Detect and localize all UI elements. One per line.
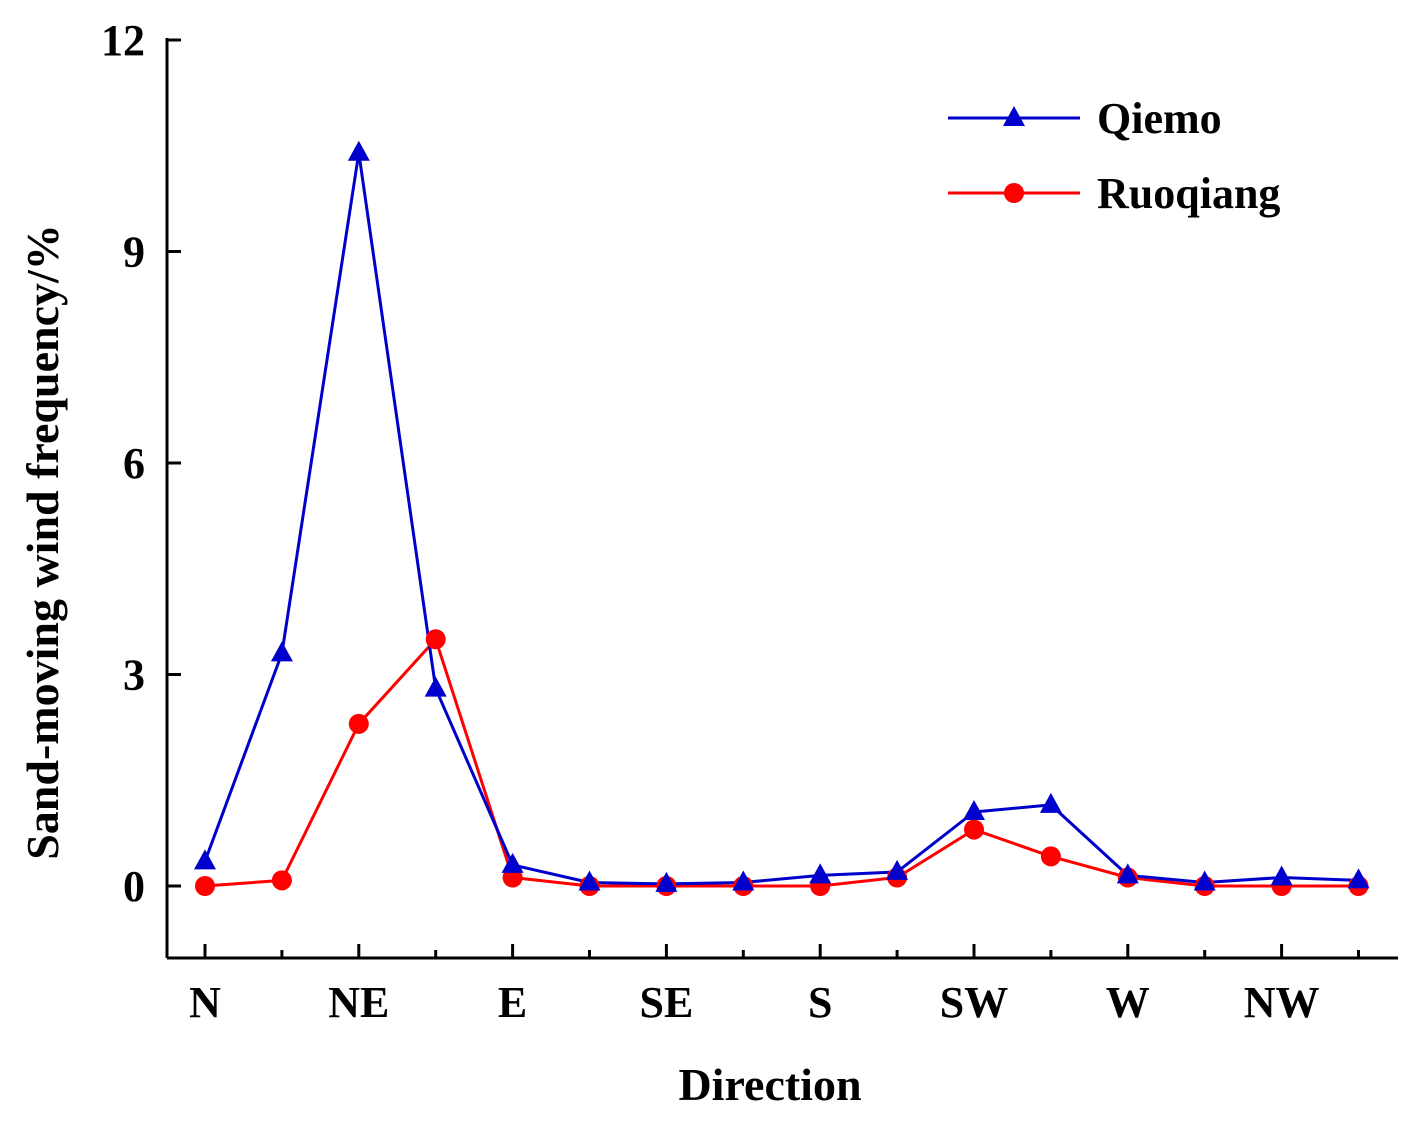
series-line-ruoqiang: [204, 637, 1359, 888]
legend-marker-qiemo: [1003, 106, 1025, 126]
x-tick-label: SE: [639, 978, 693, 1027]
series-line-qiemo: [203, 151, 1359, 886]
data-point-qiemo: [1270, 865, 1293, 886]
x-tick-label: SW: [940, 978, 1008, 1027]
y-tick-label: 0: [123, 862, 145, 911]
axis-ticks: 0 3 6 9 12 N NE E SE S SW W NW: [101, 16, 1360, 1027]
data-point-qiemo: [1039, 792, 1062, 813]
data-point-qiemo: [963, 799, 985, 820]
chart-axes: [165, 38, 1398, 960]
legend-label-qiemo: Qiemo: [1097, 94, 1222, 143]
data-point-ruoqiang: [348, 713, 369, 734]
y-tick-label: 3: [123, 651, 145, 700]
data-point-qiemo: [501, 852, 524, 873]
data-point-qiemo: [194, 849, 216, 870]
x-tick-label: E: [498, 978, 527, 1027]
x-tick-label: NE: [328, 978, 389, 1027]
series-lines: [203, 151, 1359, 888]
x-tick-label: S: [808, 978, 832, 1027]
data-point-qiemo: [809, 863, 832, 884]
x-axis-title: Direction: [678, 1059, 861, 1110]
data-point-ruoqiang: [425, 629, 446, 650]
data-point-ruoqiang: [964, 819, 984, 840]
x-tick-label: N: [189, 978, 221, 1027]
x-tick-label: NW: [1244, 978, 1320, 1027]
data-point-qiemo: [1116, 863, 1139, 884]
legend: Qiemo Ruoqiang: [948, 94, 1280, 218]
y-tick-label: 12: [101, 16, 145, 65]
data-point-ruoqiang: [271, 870, 292, 891]
data-point-qiemo: [270, 641, 293, 662]
y-axis-title: Sand-moving wind frequency/%: [17, 224, 68, 860]
data-point-qiemo: [424, 676, 447, 697]
data-point-qiemo: [655, 871, 678, 892]
legend-marker-ruoqiang: [1004, 183, 1024, 203]
legend-label-ruoqiang: Ruoqiang: [1097, 169, 1280, 218]
data-point-qiemo: [886, 859, 909, 880]
y-tick-label: 9: [123, 228, 145, 277]
data-point-qiemo: [1193, 870, 1216, 891]
data-point-qiemo: [347, 140, 370, 161]
data-point-ruoqiang: [1040, 846, 1061, 867]
data-point-ruoqiang: [195, 876, 215, 896]
x-tick-label: W: [1106, 978, 1150, 1027]
series-markers: [194, 140, 1370, 896]
data-point-qiemo: [1347, 868, 1370, 889]
y-tick-label: 6: [123, 439, 145, 488]
data-point-qiemo: [732, 870, 755, 891]
data-point-qiemo: [578, 870, 601, 891]
